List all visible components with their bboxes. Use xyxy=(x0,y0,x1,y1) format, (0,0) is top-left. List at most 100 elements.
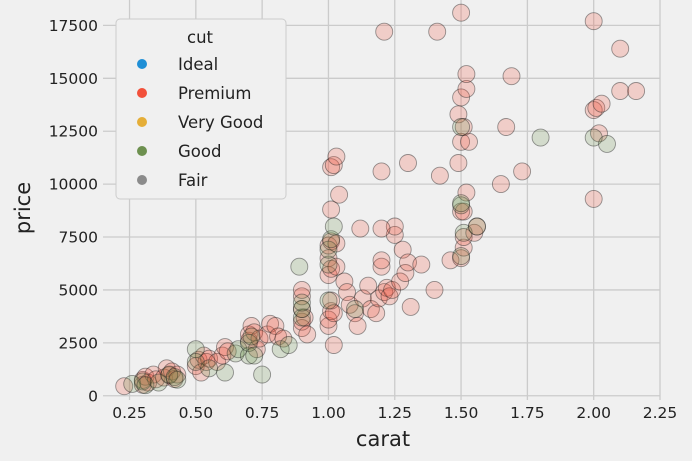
data-point-premium xyxy=(491,175,510,194)
data-point-premium xyxy=(319,310,338,329)
data-point-premium xyxy=(372,219,391,238)
data-point-premium xyxy=(338,283,356,302)
data-point-premium xyxy=(441,251,460,270)
data-point-good xyxy=(346,300,364,318)
data-point-premium xyxy=(385,217,404,236)
data-point-premium xyxy=(319,249,338,268)
data-point-premium xyxy=(399,253,417,272)
data-point-good xyxy=(598,134,616,153)
y-tick-label: 10000 xyxy=(49,176,98,194)
data-point-premium xyxy=(513,162,532,181)
data-point-premium xyxy=(584,101,603,120)
data-point-premium xyxy=(160,366,179,385)
data-point-premium xyxy=(385,225,404,244)
legend-label: Ideal xyxy=(178,55,218,74)
data-point-premium xyxy=(372,257,391,276)
data-point-premium xyxy=(322,200,341,219)
x-axis-label: carat xyxy=(356,427,410,451)
data-point-premium xyxy=(375,283,394,302)
data-point-premium xyxy=(168,365,187,384)
data-point-good xyxy=(149,373,168,392)
data-points xyxy=(115,3,646,396)
legend: cut Ideal Premium Very Good Good Fair xyxy=(115,18,287,200)
data-point-premium xyxy=(587,98,606,117)
data-point-premium xyxy=(327,257,346,276)
data-point-good xyxy=(468,217,486,236)
legend-title: cut xyxy=(187,28,214,47)
data-point-good xyxy=(168,370,187,389)
data-point-good xyxy=(133,372,152,391)
data-point-premium xyxy=(155,368,173,387)
data-point-premium xyxy=(611,39,630,58)
data-point-premium xyxy=(247,340,266,359)
x-tick-label: 1.50 xyxy=(444,404,479,422)
data-point-good xyxy=(271,340,290,359)
data-point-premium xyxy=(380,287,399,306)
data-point-good xyxy=(319,255,338,274)
legend-marker-very-good xyxy=(137,117,147,127)
data-point-premium xyxy=(372,251,391,270)
data-point-premium xyxy=(266,316,285,335)
data-point-good xyxy=(160,365,179,384)
x-tick-label: 2.25 xyxy=(643,404,678,422)
data-point-premium xyxy=(452,132,471,151)
data-point-premium xyxy=(216,338,234,357)
data-point-premium xyxy=(454,202,473,221)
data-point-premium xyxy=(372,162,391,181)
data-point-premium xyxy=(457,79,476,98)
data-point-good xyxy=(245,346,264,365)
data-point-premium xyxy=(452,249,471,268)
data-point-premium xyxy=(377,278,396,297)
data-point-premium xyxy=(457,183,476,202)
data-point-premium xyxy=(292,287,311,306)
legend-marker-good xyxy=(137,146,147,156)
data-point-good xyxy=(584,128,603,147)
data-point-premium xyxy=(189,350,208,369)
data-point-premium xyxy=(258,325,277,344)
y-tick-label: 7500 xyxy=(59,229,98,247)
data-point-good xyxy=(216,363,234,382)
data-point-premium xyxy=(335,272,354,291)
data-point-premium xyxy=(399,154,417,172)
data-point-premium xyxy=(452,3,471,22)
y-axis-label: price xyxy=(11,182,35,234)
data-point-premium xyxy=(449,105,468,124)
data-point-premium xyxy=(412,255,431,274)
x-tick-label: 0.25 xyxy=(112,404,147,422)
y-tick-labels: 0 2500 5000 7500 10000 12500 15000 17500 xyxy=(49,17,98,405)
data-point-premium xyxy=(340,295,359,314)
data-point-premium xyxy=(319,236,338,255)
data-point-good xyxy=(186,352,205,371)
data-point-premium xyxy=(197,352,216,371)
data-point-good xyxy=(452,118,471,136)
data-point-premium xyxy=(353,289,372,308)
data-point-good xyxy=(292,308,311,327)
data-point-premium xyxy=(611,82,630,100)
legend-box xyxy=(115,18,287,200)
data-point-premium xyxy=(449,154,468,172)
data-point-premium xyxy=(136,367,155,386)
grid-lines xyxy=(103,0,661,400)
data-point-premium xyxy=(292,312,311,331)
data-point-premium xyxy=(192,363,211,382)
data-point-premium xyxy=(457,65,476,84)
data-point-premium xyxy=(391,272,410,291)
data-point-premium xyxy=(239,331,258,350)
y-tick-label: 2500 xyxy=(59,334,98,352)
data-point-good xyxy=(226,344,245,363)
data-point-premium xyxy=(327,147,346,166)
data-point-good xyxy=(136,376,155,395)
data-point-good xyxy=(452,194,471,213)
legend-marker-fair xyxy=(137,175,147,185)
data-point-good xyxy=(319,240,338,259)
data-point-premium xyxy=(465,223,484,242)
data-point-premium xyxy=(361,300,380,318)
data-point-premium xyxy=(430,166,449,185)
data-point-premium xyxy=(163,362,181,381)
data-point-premium xyxy=(502,67,521,86)
data-point-premium xyxy=(348,316,367,335)
data-point-good xyxy=(452,196,471,215)
data-point-good xyxy=(322,230,341,249)
data-point-premium xyxy=(324,156,343,175)
data-point-premium xyxy=(322,232,341,251)
